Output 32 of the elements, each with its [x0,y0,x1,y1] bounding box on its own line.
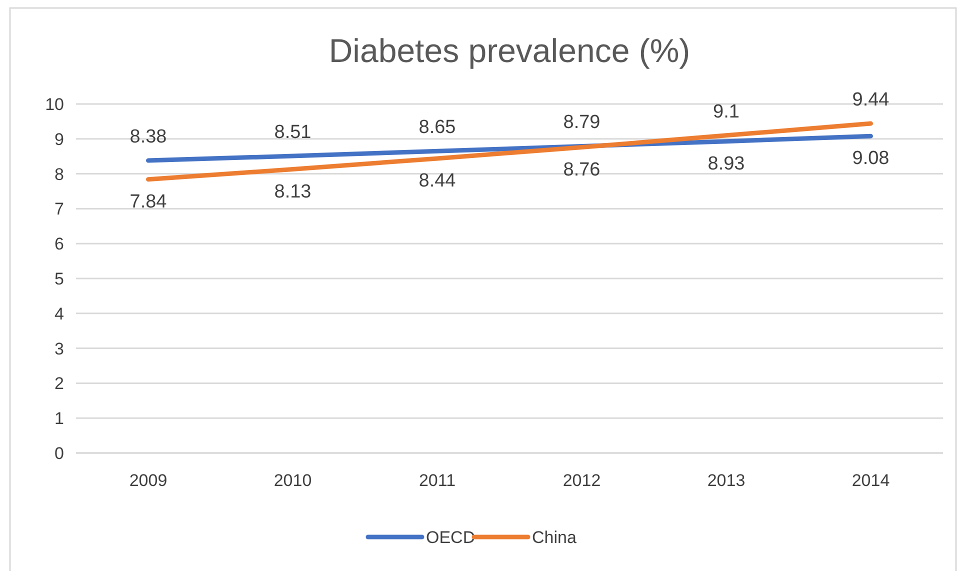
x-tick-label: 2014 [852,471,890,490]
y-tick-label: 7 [54,200,64,219]
data-label: 9.1 [713,101,740,122]
data-label: 8.44 [418,170,456,192]
data-label: 8.65 [418,117,456,138]
data-label: 8.13 [274,181,312,202]
x-tick-label: 2011 [418,471,456,490]
y-tick-label: 8 [54,164,64,184]
data-label: 8.79 [563,112,600,134]
x-tick-label: 2012 [562,471,601,490]
data-label: 8.38 [130,126,167,148]
x-tick-label: 2013 [707,471,746,490]
data-label: 8.76 [563,159,600,180]
y-tick-label: 10 [45,95,64,114]
legend-label: OECD [426,528,476,547]
legend-label: China [532,528,577,547]
y-tick-label: 4 [54,304,64,324]
data-label: 9.44 [852,90,890,111]
chart-title: Diabetes prevalence (%) [328,32,690,69]
x-tick-label: 2009 [129,471,168,490]
data-label: 7.84 [130,191,168,212]
x-tick-label: 2010 [274,471,312,490]
data-label: 8.51 [274,122,312,143]
y-tick-label: 5 [54,270,64,288]
y-tick-label: 9 [54,130,64,149]
y-tick-label: 0 [54,444,64,463]
data-label: 8.93 [708,153,745,174]
data-label: 9.08 [852,148,890,170]
y-tick-label: 2 [54,374,64,394]
y-tick-label: 1 [54,409,64,428]
y-tick-label: 3 [54,339,64,358]
y-tick-label: 6 [54,234,64,254]
